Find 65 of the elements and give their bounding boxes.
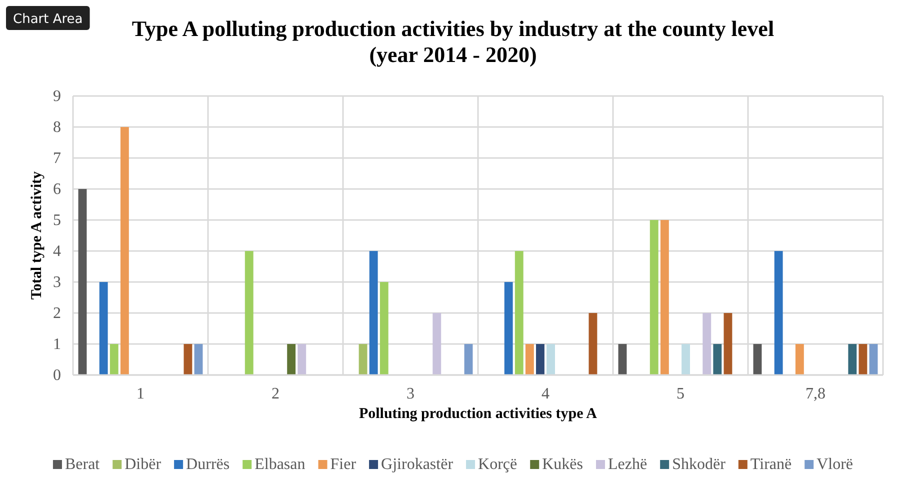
bar — [184, 344, 192, 375]
legend-label: Fier — [330, 456, 357, 473]
bar — [546, 344, 555, 375]
bar — [858, 344, 868, 375]
y-tick-label: 1 — [53, 336, 61, 354]
bar — [120, 127, 129, 375]
y-tick-label: 0 — [53, 367, 61, 384]
bar — [78, 189, 87, 375]
bar — [588, 313, 598, 375]
bar — [702, 313, 712, 375]
tooltip-label: Chart Area — [6, 6, 90, 30]
bar — [525, 344, 534, 375]
legend-label: Elbasan — [254, 456, 306, 473]
legend-label: Berat — [64, 456, 100, 473]
bar — [110, 344, 118, 375]
bar — [618, 344, 627, 375]
y-tick-label: 7 — [53, 150, 61, 168]
y-tick-label: 8 — [53, 119, 61, 136]
y-axis-title: Total type A activity — [29, 170, 45, 300]
legend-label: Vlorë — [816, 456, 854, 473]
legend-label: Tiranë — [750, 456, 792, 473]
y-tick-label: 6 — [53, 181, 61, 198]
legend-label: Lezhë — [608, 456, 648, 473]
bar — [432, 313, 442, 375]
bar — [514, 251, 524, 375]
x-axis-title: Polluting production activities type A — [358, 406, 598, 422]
y-tick-label: 9 — [53, 88, 61, 106]
bar — [713, 344, 722, 375]
bar — [194, 344, 203, 375]
bar — [536, 344, 544, 375]
bar — [848, 344, 857, 375]
bar — [795, 344, 804, 375]
x-tick-label: 1 — [136, 385, 144, 402]
x-tick-label: 5 — [676, 385, 684, 402]
bar — [380, 282, 388, 375]
legend-label: Shkodër — [672, 456, 726, 473]
y-tick-label: 3 — [53, 274, 61, 292]
bar — [287, 344, 296, 375]
bar — [774, 251, 783, 375]
legend-label: Durrës — [186, 456, 230, 473]
bar — [724, 313, 732, 375]
legend-label: Dibër — [124, 456, 162, 473]
bar — [99, 282, 108, 375]
legend-label: Gjirokastër — [381, 456, 454, 473]
bar — [358, 344, 368, 375]
x-tick-label: 2 — [272, 385, 280, 402]
bar — [369, 251, 378, 375]
y-tick-label: 4 — [53, 243, 61, 260]
bar — [869, 344, 878, 375]
x-tick-label: 4 — [542, 385, 550, 402]
bar — [298, 344, 306, 375]
legend-label: Korçë — [478, 456, 518, 473]
x-tick-label: 7,8 — [806, 385, 826, 402]
bar — [504, 282, 513, 375]
bar — [753, 344, 762, 375]
bar — [682, 344, 690, 375]
x-tick-label: 3 — [406, 385, 414, 402]
y-tick-label: 5 — [53, 212, 61, 230]
chart-title: Type A polluting production activities by industry at the county level (year 2014 - 2020) — [132, 16, 774, 67]
bar — [650, 220, 658, 375]
bar — [464, 344, 473, 375]
y-tick-label: 2 — [53, 305, 61, 322]
bar — [660, 220, 669, 375]
bar — [244, 251, 254, 375]
legend-label: Kukës — [542, 456, 584, 473]
